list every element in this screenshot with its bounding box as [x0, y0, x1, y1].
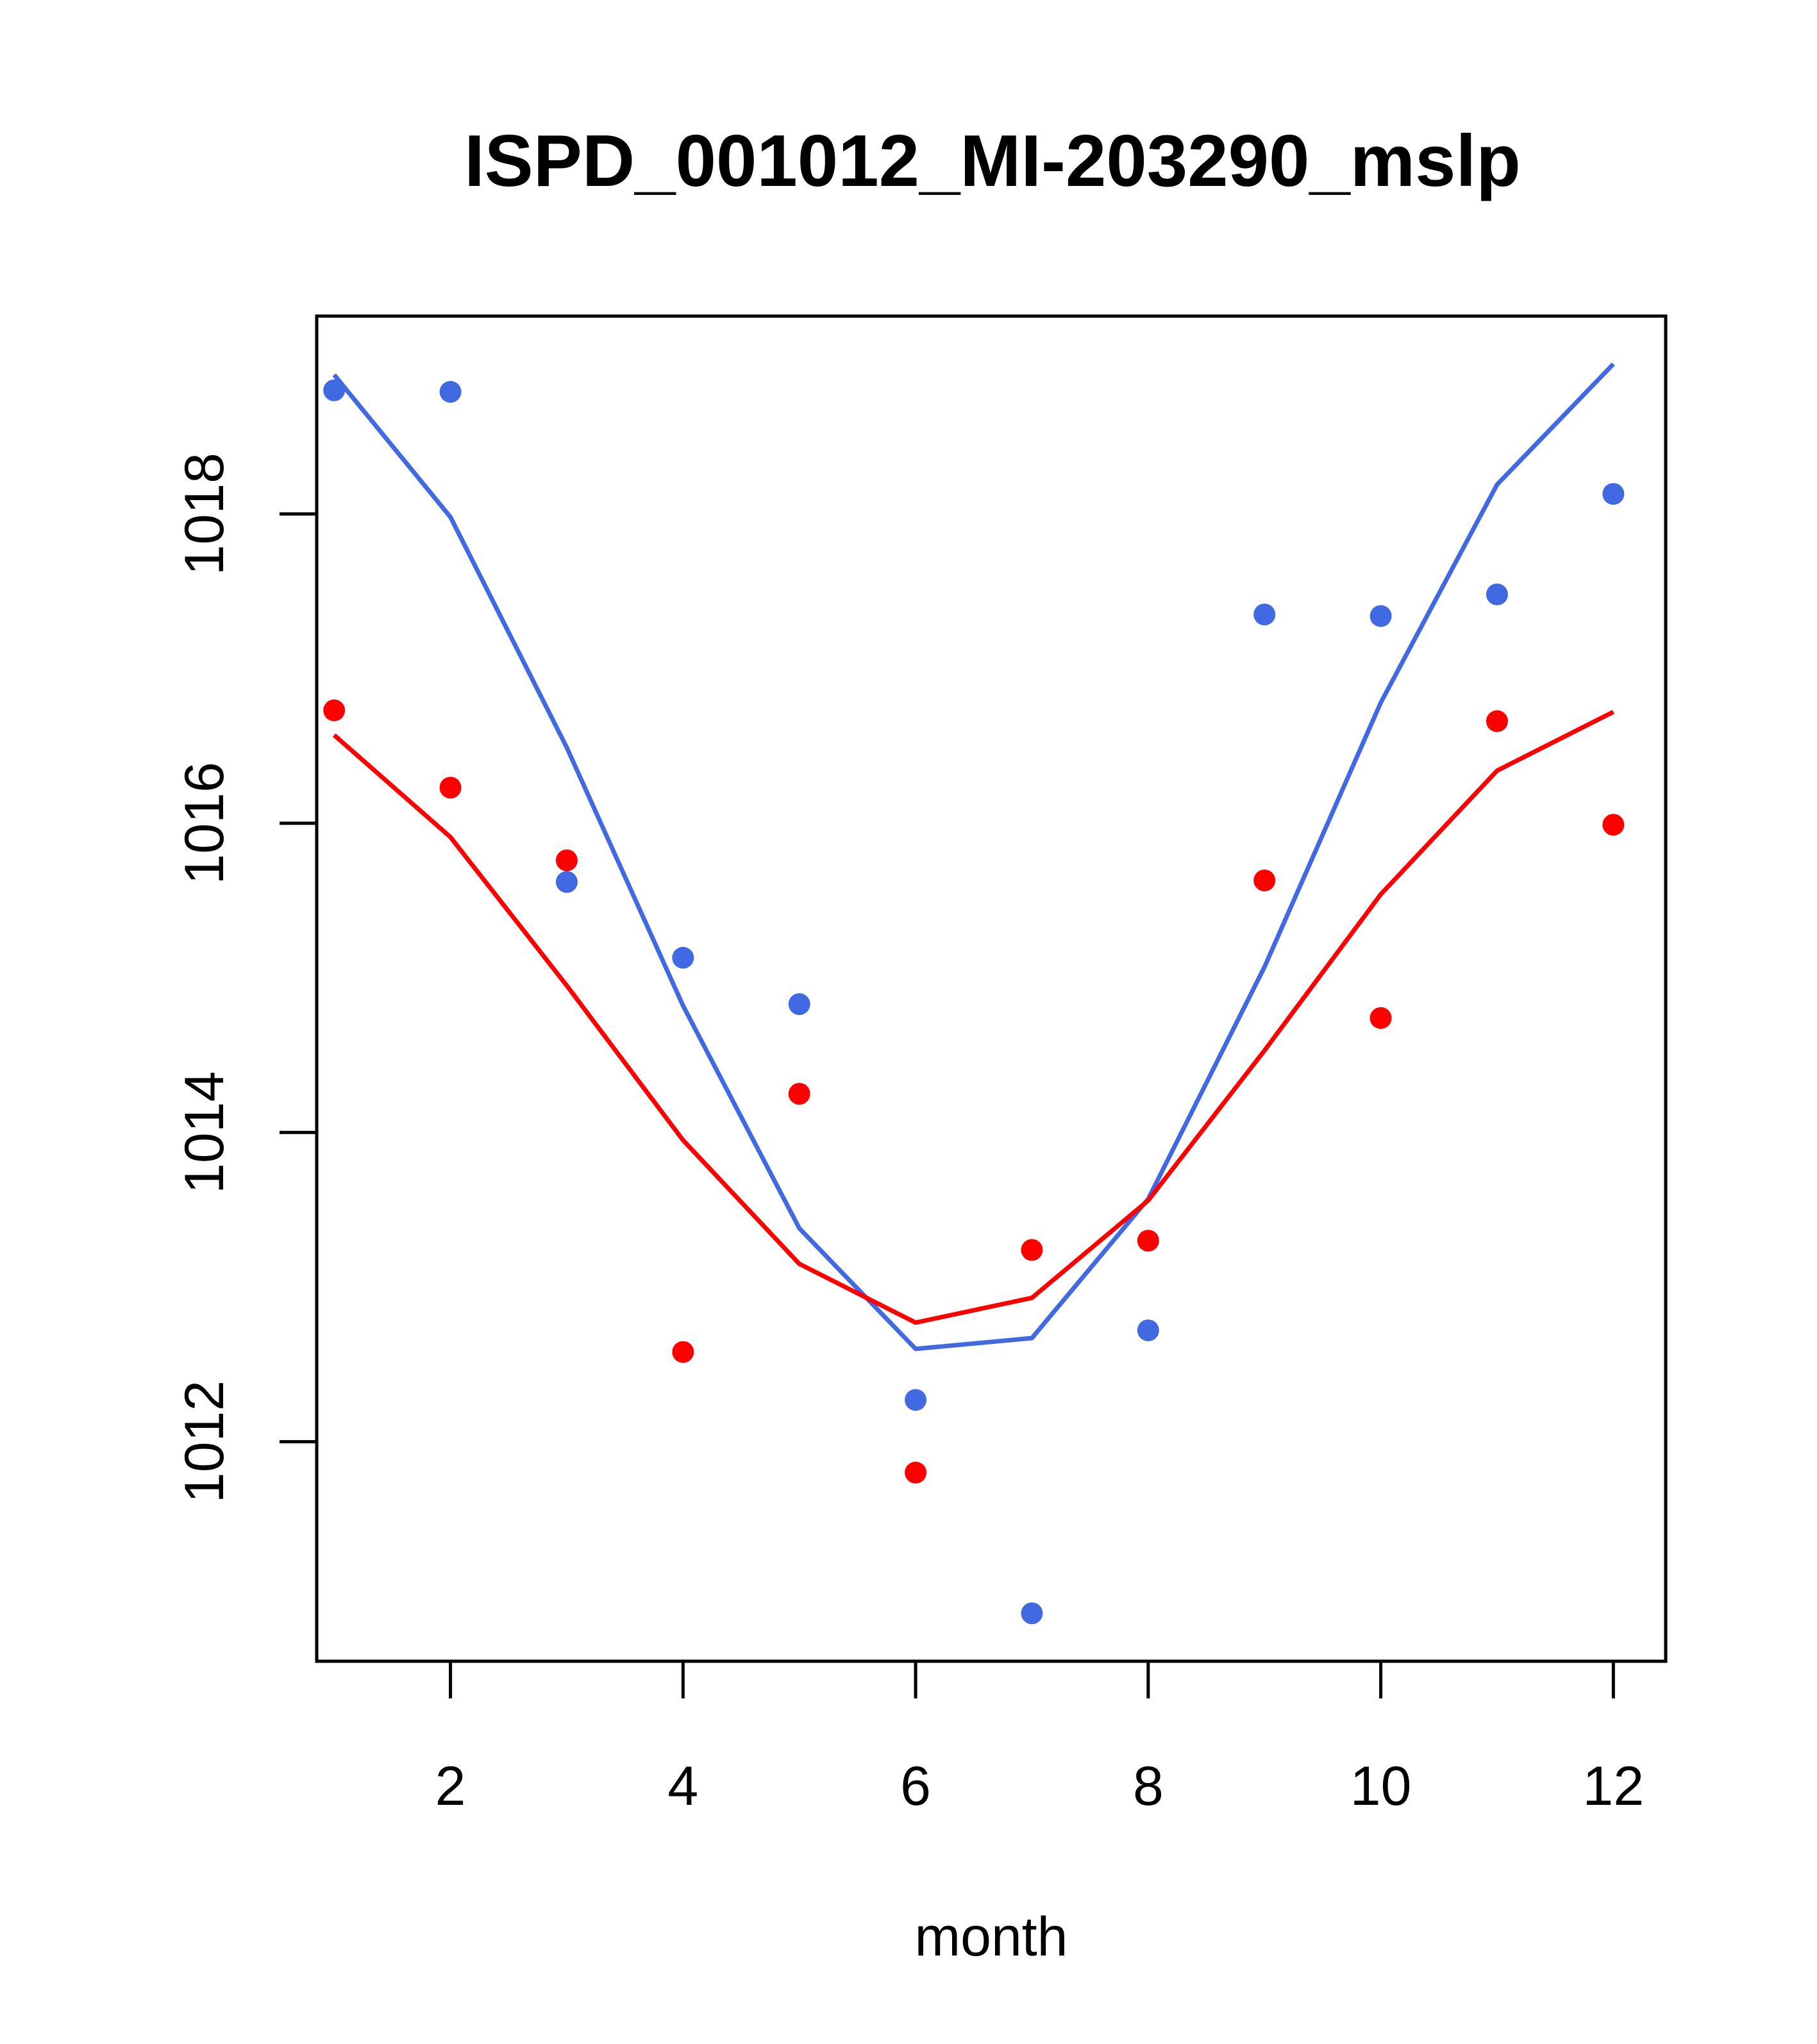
series-2-point — [1602, 814, 1625, 836]
series-1-point — [1486, 583, 1508, 606]
series-1-point — [1021, 1602, 1043, 1625]
chart-title: ISPD_001012_MI-203290_mslp — [464, 121, 1521, 202]
series-1-point — [1137, 1319, 1159, 1341]
y-tick-label: 1018 — [174, 453, 235, 575]
x-axis: 2 4 6 8 10 12 — [435, 1659, 1645, 1817]
x-axis-label: month — [914, 1906, 1068, 1968]
series-1 — [323, 362, 1625, 1625]
series-1-point — [1253, 603, 1276, 626]
series-1-point — [439, 381, 462, 403]
x-tick-label: 8 — [1133, 1755, 1164, 1817]
series-2-point — [555, 849, 578, 871]
plot-frame — [315, 314, 1668, 1663]
series-2-point — [439, 776, 462, 799]
y-axis: 1012 1014 1016 1018 — [174, 453, 319, 1503]
series-2-point — [788, 1082, 810, 1105]
series-1-point — [788, 993, 810, 1016]
series-1-point — [555, 871, 578, 893]
series-2-point — [1369, 1007, 1392, 1029]
series-1-point — [672, 946, 694, 969]
series-2-point — [1137, 1230, 1159, 1252]
series-1-point — [905, 1389, 927, 1411]
series-2-point — [1486, 710, 1508, 732]
series-2-point — [1021, 1239, 1043, 1261]
y-tick-label: 1014 — [174, 1071, 235, 1194]
series-1-point — [1602, 483, 1625, 505]
x-tick-label: 2 — [435, 1755, 466, 1817]
series-2 — [323, 699, 1625, 1484]
series-1-line — [332, 362, 1615, 1352]
series-layer — [323, 362, 1625, 1625]
series-2-point — [672, 1341, 694, 1363]
series-2-point — [323, 699, 346, 721]
series-2-point — [1253, 869, 1276, 892]
series-1-point — [323, 379, 346, 401]
x-tick-label: 12 — [1583, 1755, 1645, 1817]
x-tick-label: 6 — [900, 1755, 931, 1817]
series-2-line — [332, 710, 1614, 1325]
series-2-point — [905, 1461, 927, 1484]
y-tick-label: 1012 — [174, 1380, 235, 1503]
y-tick-label: 1016 — [174, 762, 235, 884]
x-tick-label: 10 — [1350, 1755, 1412, 1817]
series-1-point — [1369, 605, 1392, 627]
x-tick-label: 4 — [667, 1755, 698, 1817]
